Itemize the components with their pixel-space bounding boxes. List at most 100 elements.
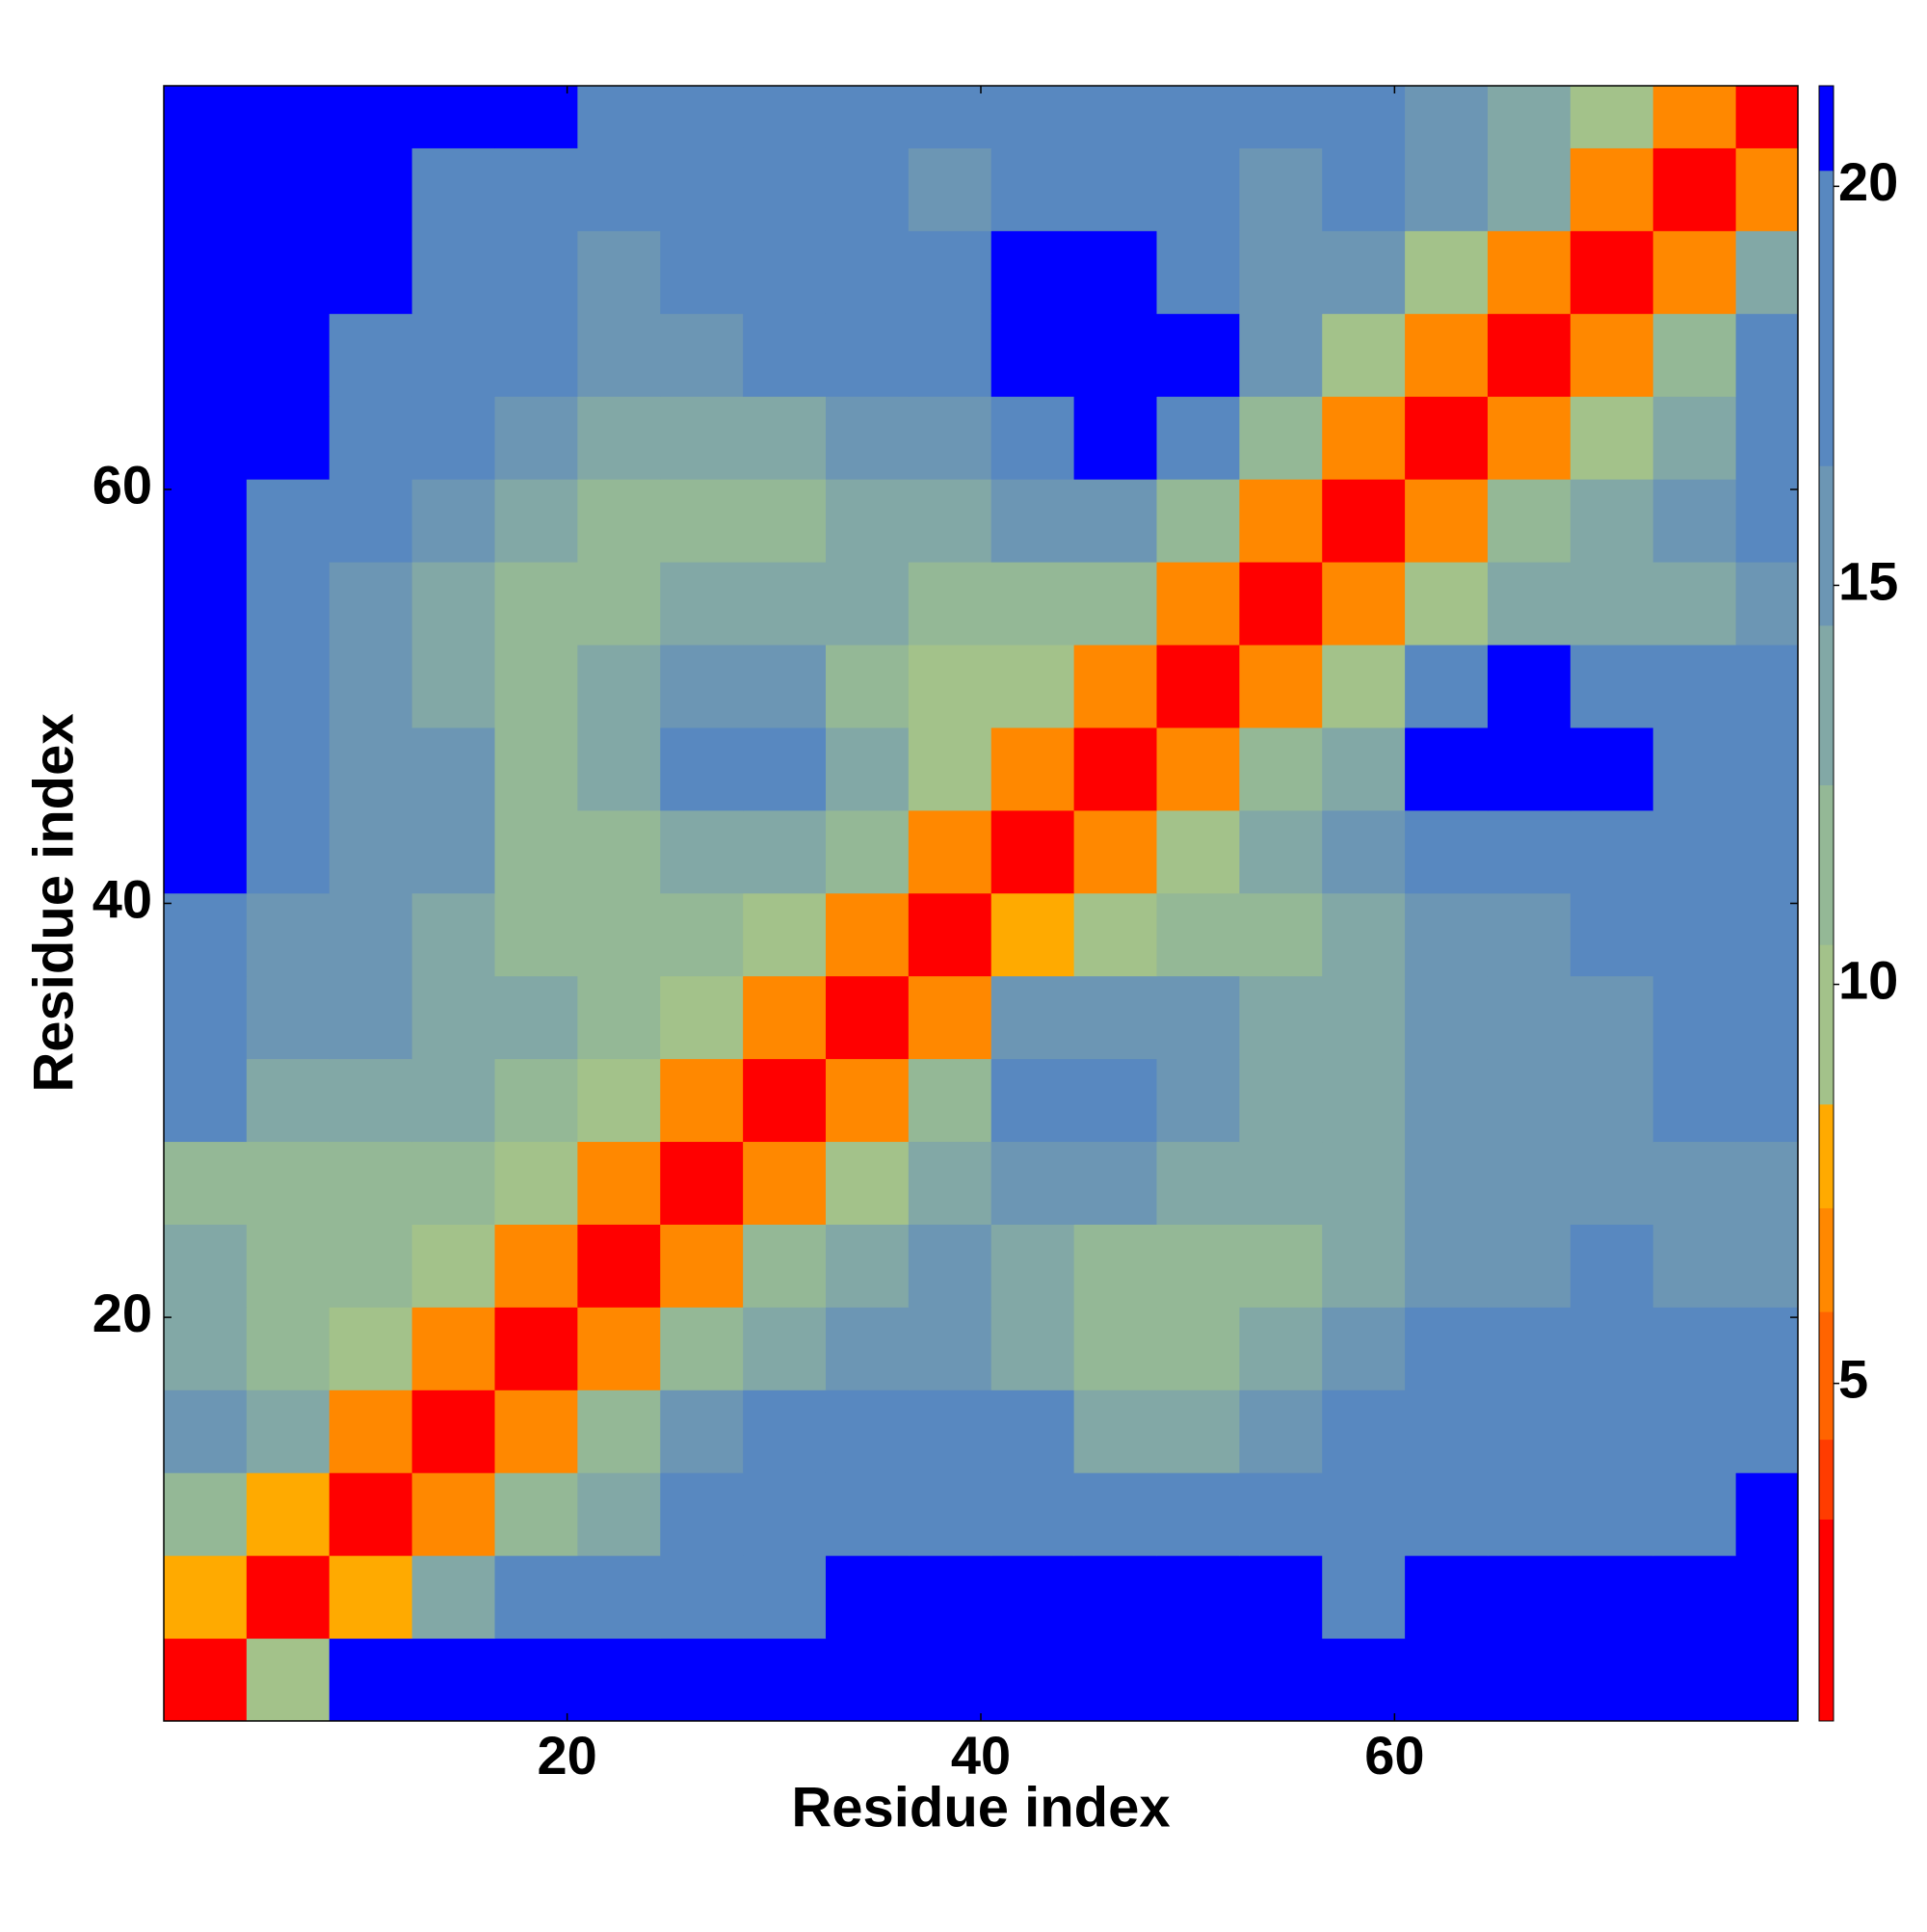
heatmap-cell: [908, 975, 992, 1060]
heatmap-cell: [164, 86, 248, 148]
heatmap-cell: [1487, 892, 1571, 977]
colorbar-tick-label: 20: [1838, 151, 1898, 212]
heatmap-cell: [329, 1555, 413, 1639]
colorbar-band: [1819, 86, 1834, 172]
heatmap-cell: [1735, 892, 1799, 977]
heatmap-cell: [246, 892, 330, 977]
heatmap-cell: [990, 479, 1075, 563]
heatmap-cell: [1322, 1141, 1406, 1225]
heatmap-cell: [1570, 1472, 1654, 1556]
heatmap-cell: [577, 727, 661, 811]
heatmap-cell: [164, 396, 248, 480]
heatmap-cell: [1322, 1555, 1406, 1639]
heatmap-cell: [660, 1472, 744, 1556]
heatmap-cell: [1652, 1472, 1737, 1556]
heatmap-cell: [1239, 975, 1323, 1060]
heatmap-cell: [1239, 562, 1323, 646]
heatmap-cell: [411, 1472, 495, 1556]
heatmap-cell: [246, 1058, 330, 1143]
heatmap-cell: [1405, 147, 1489, 231]
heatmap-cell: [1073, 147, 1157, 231]
heatmap-cell: [1405, 1058, 1489, 1143]
heatmap-cell: [1405, 230, 1489, 314]
heatmap-cell: [743, 727, 827, 811]
heatmap-cell: [1570, 86, 1654, 148]
heatmap-cell: [743, 396, 827, 480]
heatmap-cell: [411, 1389, 495, 1473]
heatmap-cell: [660, 1555, 744, 1639]
heatmap-cell: [825, 1472, 910, 1556]
heatmap-cell: [1156, 1058, 1240, 1143]
heatmap-cell: [246, 1472, 330, 1556]
heatmap-cell: [411, 147, 495, 231]
heatmap-cell: [164, 727, 248, 811]
heatmap-cell: [743, 313, 827, 397]
heatmap-cell: [908, 313, 992, 397]
heatmap-cell: [1073, 230, 1157, 314]
heatmap-cell: [494, 1058, 578, 1143]
heatmap-cell: [1073, 562, 1157, 646]
heatmap-cell: [743, 479, 827, 563]
heatmap-cell: [1735, 1472, 1799, 1556]
heatmap-cell: [494, 727, 578, 811]
heatmap-cell: [990, 1141, 1075, 1225]
heatmap-cell: [411, 479, 495, 563]
heatmap-cell: [164, 313, 248, 397]
heatmap-cell: [743, 147, 827, 231]
axes: 20 40 60 20 40 60 5 10 15 20: [92, 85, 1898, 1786]
heatmap-cell: [908, 1224, 992, 1308]
heatmap-cell: [908, 727, 992, 811]
heatmap-cell: [494, 562, 578, 646]
heatmap-cell: [1156, 1307, 1240, 1390]
heatmap-cell: [246, 727, 330, 811]
colorbar-band: [1819, 1311, 1834, 1441]
heatmap-cell: [660, 479, 744, 563]
heatmap-cell: [246, 809, 330, 894]
heatmap-cell: [1735, 1555, 1799, 1639]
heatmap-cell: [1322, 1638, 1406, 1722]
heatmap-cell: [1735, 313, 1799, 397]
heatmap-cell: [1073, 1224, 1157, 1308]
heatmap-cell: [411, 313, 495, 397]
heatmap-cell: [1652, 892, 1737, 977]
heatmap-cell: [1735, 1224, 1799, 1308]
heatmap-cell: [1239, 1141, 1323, 1225]
heatmap-cell: [1073, 1141, 1157, 1225]
heatmap-cell: [1405, 313, 1489, 397]
heatmap-cell: [1405, 809, 1489, 894]
heatmap-cell: [908, 147, 992, 231]
heatmap-cell: [329, 147, 413, 231]
heatmap-cell: [329, 562, 413, 646]
heatmap-cell: [908, 86, 992, 148]
heatmap-cell: [164, 1472, 248, 1556]
heatmap-cell: [908, 1141, 992, 1225]
heatmap-cell: [1239, 313, 1323, 397]
heatmap-cell: [990, 1058, 1075, 1143]
heatmap-cell: [1156, 1389, 1240, 1473]
heatmap-cell: [246, 479, 330, 563]
heatmap-cell: [825, 479, 910, 563]
colorbar-tick-label: 15: [1838, 550, 1898, 611]
heatmap-cell: [329, 1638, 413, 1722]
heatmap-cell: [1322, 1224, 1406, 1308]
heatmap-cell: [660, 1389, 744, 1473]
heatmap-cell: [1570, 1141, 1654, 1225]
heatmap-cell: [1239, 809, 1323, 894]
heatmap-cell: [329, 396, 413, 480]
heatmap-cell: [1322, 727, 1406, 811]
heatmap-cell: [1652, 479, 1737, 563]
heatmap-cell: [1239, 1472, 1323, 1556]
colorbar-tick-label: 5: [1838, 1348, 1868, 1409]
heatmap-cell: [1322, 147, 1406, 231]
heatmap-cell: [577, 975, 661, 1060]
heatmap-cell: [660, 86, 744, 148]
heatmap-cell: [1570, 727, 1654, 811]
heatmap-cell: [1405, 1555, 1489, 1639]
heatmap-cell: [908, 1307, 992, 1390]
heatmap-cell: [1156, 1224, 1240, 1308]
heatmap-cell: [990, 1224, 1075, 1308]
heatmap-cell: [1570, 809, 1654, 894]
heatmap-cell: [1073, 1389, 1157, 1473]
heatmap-cell: [908, 892, 992, 977]
heatmap-cell: [990, 562, 1075, 646]
